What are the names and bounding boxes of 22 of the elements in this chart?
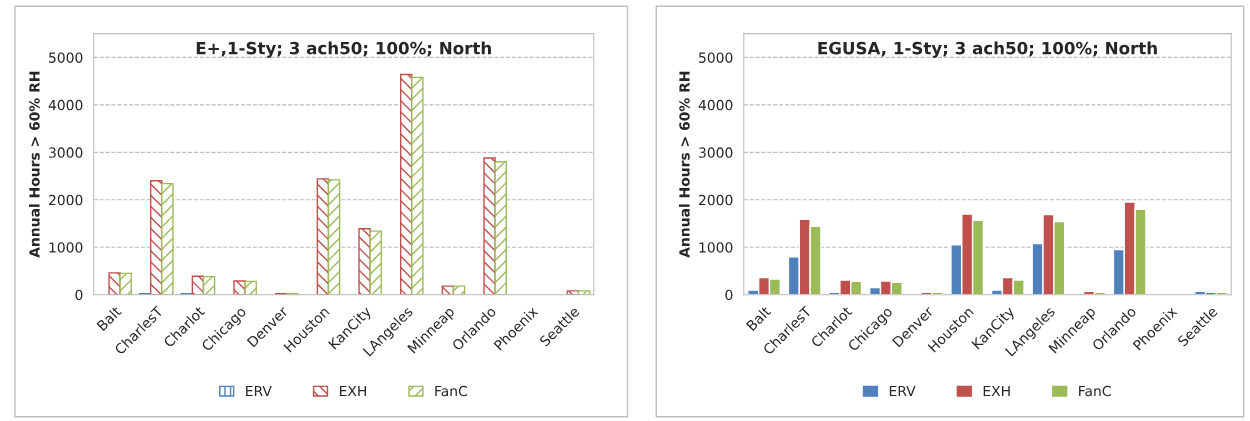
legend-label: FanC	[1079, 385, 1111, 397]
chart-title: E+,1-Sty; 3 ach50; 100%; North	[196, 41, 491, 58]
legend-label: ERV	[889, 385, 916, 397]
legend-label: ERV	[246, 385, 272, 397]
y-tick-label: 3000	[49, 147, 83, 158]
y-tick-label: 0	[725, 289, 733, 301]
y-tick-label: 1000	[49, 242, 83, 253]
y-tick-label: 5000	[699, 52, 733, 63]
y-tick-label: 3000	[699, 147, 733, 158]
legend-label: EXH	[983, 385, 1010, 397]
y-tick-label: 2000	[49, 194, 83, 206]
y-tick-label: 4000	[48, 99, 83, 111]
y-tick-label: 2000	[699, 194, 733, 206]
y-axis-title: Annual Hours > 60% RH	[28, 71, 40, 258]
y-tick-label: 1000	[699, 242, 733, 253]
chart-title: EGUSA, 1-Sty; 3 ach50; 100%; North	[818, 41, 1157, 58]
y-tick-label: 0	[75, 289, 83, 301]
y-tick-label: 4000	[698, 99, 733, 111]
legend-label: EXH	[339, 385, 366, 397]
y-tick-label: 5000	[49, 52, 83, 63]
legend-label: FanC	[435, 385, 467, 397]
y-axis-title: Annual Hours > 60% RH	[678, 71, 690, 258]
